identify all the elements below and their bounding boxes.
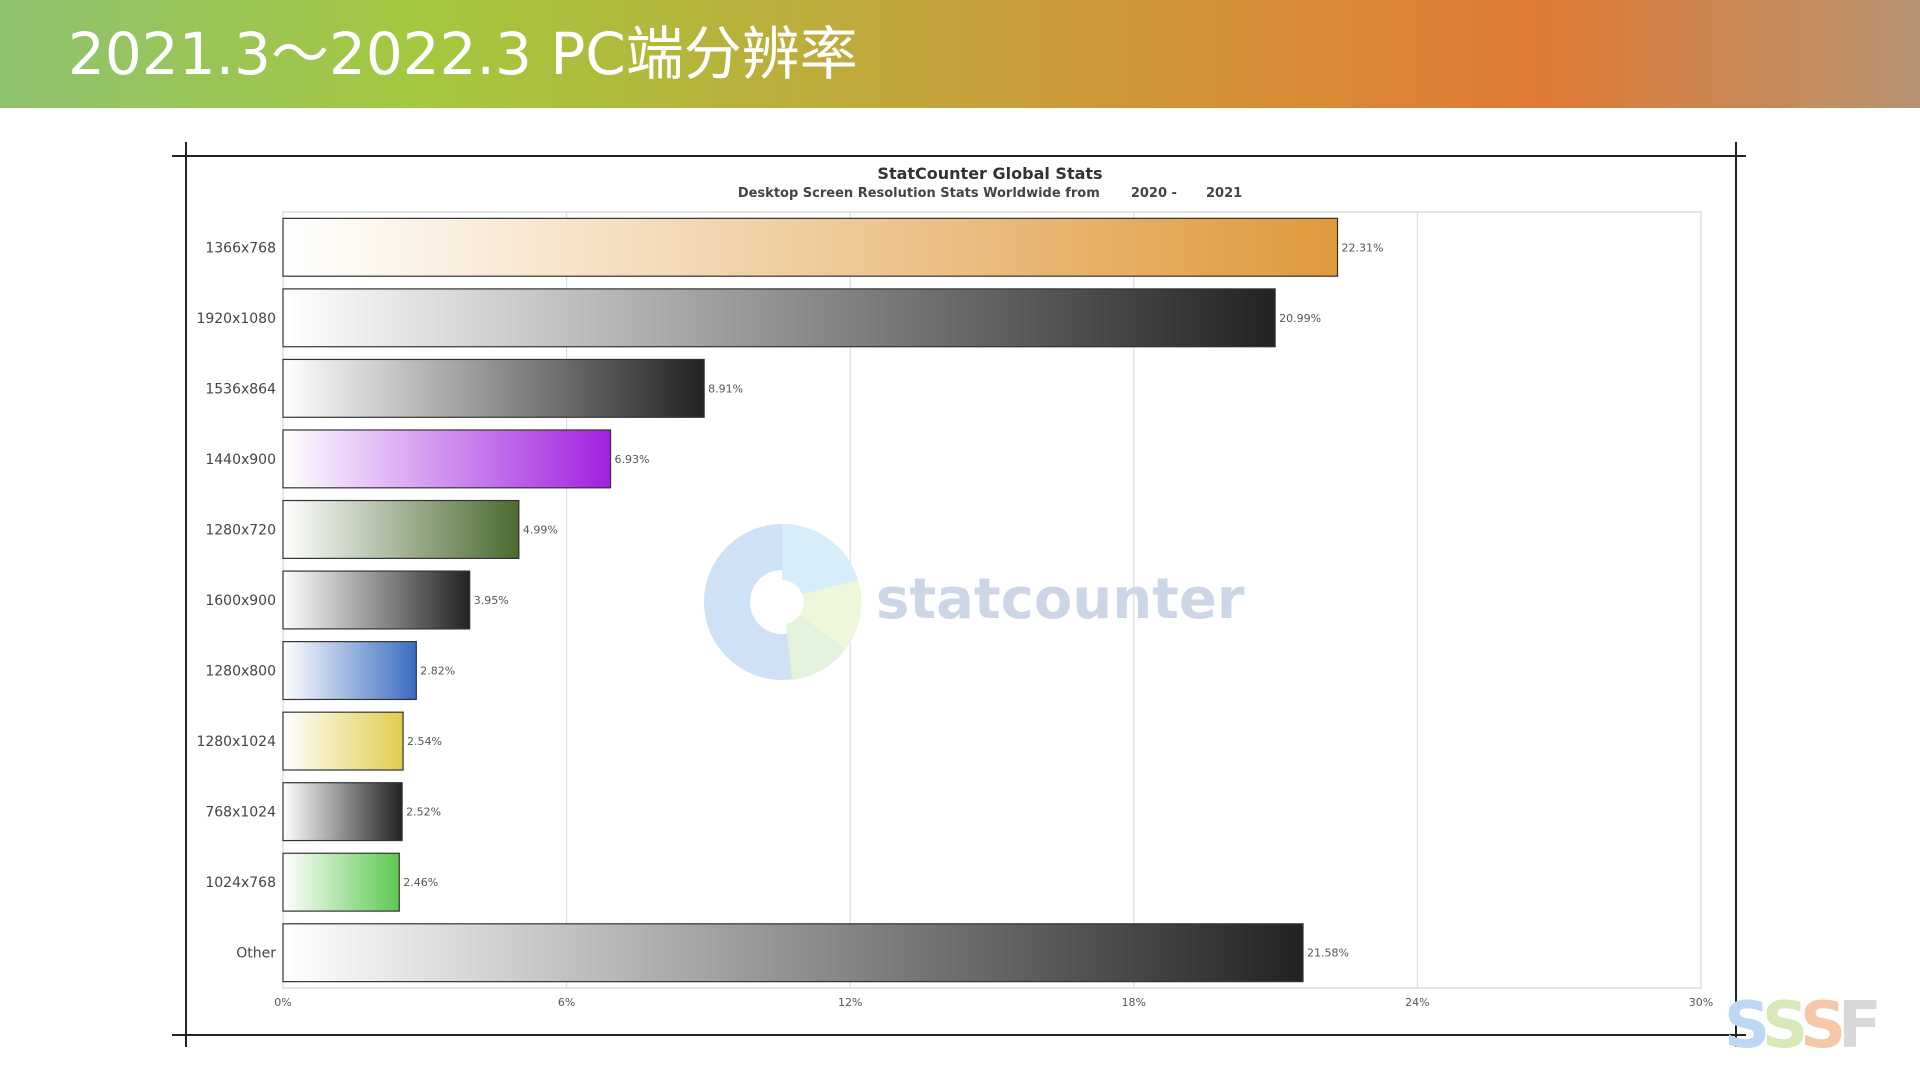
- bar-value-label: 20.99%: [1279, 312, 1321, 325]
- bar-1600x900: [282, 570, 471, 630]
- y-category-label: 1536x864: [205, 381, 276, 397]
- bar-768x1024: [282, 782, 403, 842]
- slide-title: 2021.3～2022.3 PC端分辨率: [68, 20, 858, 88]
- chart-subtitle-to: 2021: [1205, 186, 1243, 201]
- frame-bottom-line: [172, 1034, 1746, 1036]
- x-tick-label: 0%: [274, 996, 291, 1009]
- bar-value-label: 4.99%: [523, 523, 558, 536]
- y-category-label: 1366x768: [205, 240, 276, 256]
- bar-1920x1080: [282, 288, 1276, 348]
- chart-title: StatCounter Global Stats: [877, 164, 1103, 183]
- y-category-label: 768x1024: [205, 805, 276, 821]
- slide-header: 2021.3～2022.3 PC端分辨率: [0, 0, 1920, 108]
- statcounter-watermark: statcounter: [704, 523, 1245, 680]
- bar-Other: [282, 923, 1304, 983]
- x-tick-label: 18%: [1122, 996, 1146, 1009]
- y-category-label: Other: [236, 946, 276, 962]
- bar-value-label: 21.58%: [1307, 947, 1349, 960]
- x-tick-label: 30%: [1689, 996, 1713, 1009]
- bar-1280x800: [282, 641, 417, 701]
- bar-1440x900: [282, 429, 612, 489]
- x-tick-label: 12%: [838, 996, 862, 1009]
- y-category-label: 1280x1024: [196, 734, 276, 750]
- y-category-label: 1280x720: [205, 522, 276, 538]
- y-category-label: 1440x900: [205, 452, 276, 468]
- bar-1280x720: [282, 499, 520, 559]
- bar-value-label: 22.31%: [1342, 241, 1384, 254]
- bar-value-label: 2.54%: [407, 735, 442, 748]
- chart-subtitle: Desktop Screen Resolution Stats Worldwid…: [730, 186, 1250, 201]
- bar-value-label: 2.46%: [403, 876, 438, 889]
- frame-top-line: [172, 155, 1746, 157]
- y-category-label: 1920x1080: [196, 311, 276, 327]
- y-category-label: 1600x900: [205, 593, 276, 609]
- watermark-text: statcounter: [876, 567, 1245, 632]
- y-category-label: 1024x768: [205, 875, 276, 891]
- chart-subtitle-from: 2020 -: [1130, 186, 1177, 201]
- brand-logo: S S S F: [1724, 989, 1882, 1063]
- frame-left-line: [185, 142, 187, 1047]
- y-category-label: 1280x800: [205, 664, 276, 680]
- bar-1366x768: [282, 217, 1339, 277]
- bar-value-label: 8.91%: [708, 382, 743, 395]
- bar-1280x1024: [282, 711, 404, 771]
- bar-1024x768: [282, 852, 400, 912]
- frame-right-line: [1735, 142, 1737, 1047]
- bar-value-label: 6.93%: [615, 453, 650, 466]
- chart-subtitle-prefix: Desktop Screen Resolution Stats Worldwid…: [737, 186, 1100, 201]
- x-tick-label: 24%: [1405, 996, 1429, 1009]
- bar-value-label: 2.82%: [420, 665, 455, 678]
- bar-1536x864: [282, 358, 705, 418]
- bar-value-label: 3.95%: [474, 594, 509, 607]
- bar-value-label: 2.52%: [406, 806, 441, 819]
- x-tick-label: 6%: [558, 996, 575, 1009]
